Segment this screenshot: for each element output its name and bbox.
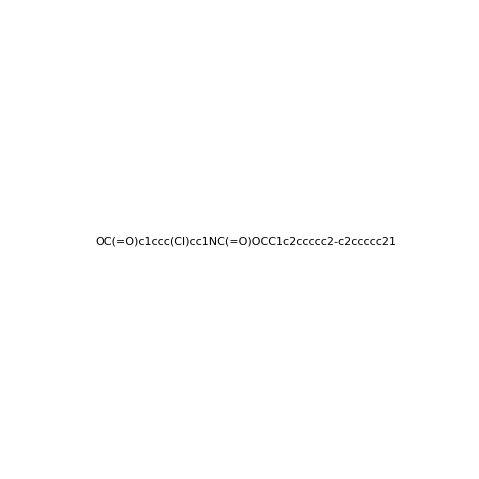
Text: OC(=O)c1ccc(Cl)cc1NC(=O)OCC1c2ccccc2-c2ccccc21: OC(=O)c1ccc(Cl)cc1NC(=O)OCC1c2ccccc2-c2c… [95,237,396,247]
